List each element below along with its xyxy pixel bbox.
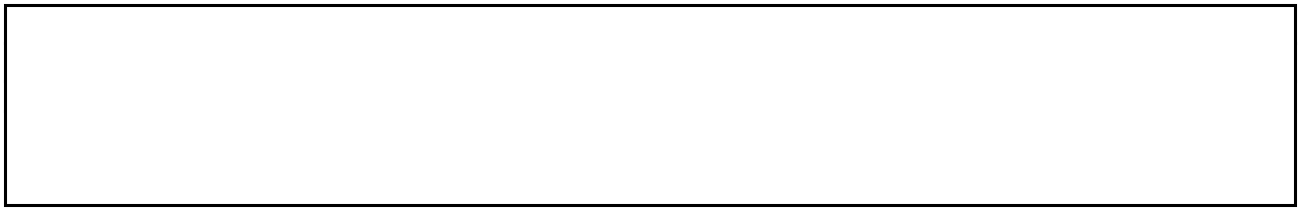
Bar [573, 5, 718, 43]
Bar [285, 158, 429, 205]
Text: 170: 170 [1210, 55, 1236, 69]
Text: 2.10: 2.10 [486, 175, 517, 189]
Bar [862, 158, 1006, 205]
Text: 30: 30 [348, 55, 365, 69]
Text: 2020: 2020 [338, 17, 377, 31]
Bar [5, 111, 183, 205]
Text: 8.94: 8.94 [1208, 175, 1239, 189]
Bar [5, 81, 1295, 111]
Bar [1006, 43, 1150, 81]
Text: $/tonne: $/tonne [208, 55, 260, 68]
Text: 2030: 2030 [1204, 17, 1243, 31]
Text: 110: 110 [920, 55, 948, 69]
Text: 7.37: 7.37 [1063, 175, 1093, 189]
Text: 140: 140 [1066, 55, 1092, 69]
Bar [5, 43, 183, 81]
Text: 50: 50 [637, 55, 654, 69]
Text: $/GJ: $/GJ [221, 175, 247, 188]
Bar [862, 43, 1006, 81]
Text: 2022: 2022 [627, 17, 666, 31]
Bar [285, 111, 429, 158]
Bar [573, 158, 718, 205]
Text: 2026: 2026 [915, 17, 954, 31]
Text: 4.21: 4.21 [775, 175, 806, 189]
Bar [1006, 111, 1150, 158]
Text: 0.16: 0.16 [775, 127, 806, 142]
Text: 40: 40 [493, 55, 510, 69]
Bar [862, 5, 1006, 43]
Bar [573, 43, 718, 81]
Text: Natural Gas: Natural Gas [13, 151, 105, 165]
Bar [5, 5, 183, 43]
Bar [429, 111, 573, 158]
Bar [285, 5, 429, 43]
Bar [1006, 158, 1150, 205]
Bar [183, 5, 285, 43]
Bar [1150, 158, 1295, 205]
Text: 0.27: 0.27 [1063, 127, 1093, 142]
Bar [183, 158, 285, 205]
Bar [429, 5, 573, 43]
Bar [183, 111, 285, 158]
Bar [718, 5, 862, 43]
Text: 0.33: 0.33 [1208, 127, 1238, 142]
Text: Fuel Charge Rates: Fuel Charge Rates [13, 89, 156, 103]
Bar [183, 43, 285, 81]
Bar [1006, 5, 1150, 43]
Text: 2028: 2028 [1060, 17, 1098, 31]
Text: 0.08: 0.08 [486, 127, 517, 142]
Bar [718, 158, 862, 205]
Text: 0.22: 0.22 [919, 127, 949, 142]
Bar [429, 158, 573, 205]
Text: 2024: 2024 [771, 17, 810, 31]
Bar [1150, 111, 1295, 158]
Text: 0.06: 0.06 [342, 127, 373, 142]
Text: 2.63: 2.63 [630, 175, 662, 189]
Text: 80: 80 [781, 55, 798, 69]
Bar [573, 111, 718, 158]
Text: 0.10: 0.10 [630, 127, 662, 142]
Bar [718, 111, 862, 158]
Bar [718, 43, 862, 81]
Text: 1.58: 1.58 [342, 175, 373, 189]
Text: 5.79: 5.79 [919, 175, 950, 189]
Bar [1150, 5, 1295, 43]
Bar [285, 43, 429, 81]
Bar [429, 43, 573, 81]
Text: Carbon Tax: Carbon Tax [13, 55, 100, 69]
Bar [1150, 43, 1295, 81]
Text: 2021: 2021 [482, 17, 521, 31]
Bar [862, 111, 1006, 158]
Text: $/m3: $/m3 [217, 128, 251, 141]
